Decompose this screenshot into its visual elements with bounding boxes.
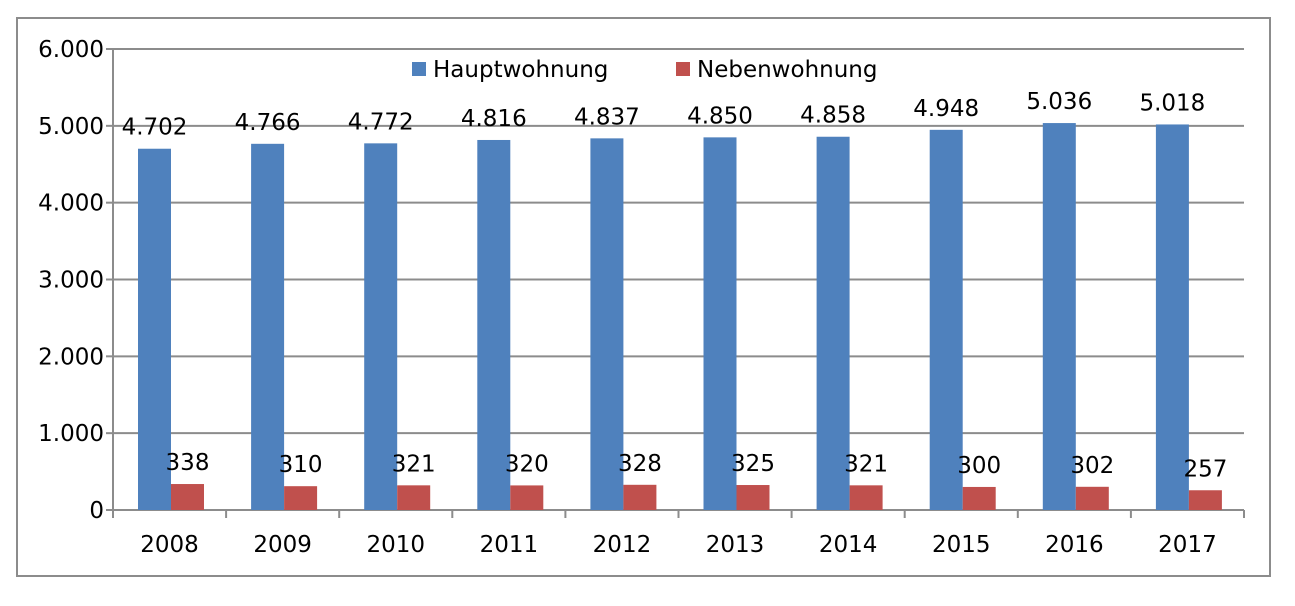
- bar-nebenwohnung: [623, 484, 657, 510]
- data-label-hauptwohnung: 4.850: [687, 103, 753, 129]
- bar-nebenwohnung: [1188, 490, 1222, 510]
- bar-hauptwohnung: [929, 129, 963, 510]
- x-tick-label: 2013: [706, 532, 765, 558]
- data-label-hauptwohnung: 4.766: [235, 110, 301, 136]
- legend-label-hauptwohnung: Hauptwohnung: [433, 57, 608, 83]
- y-tick-label: 6.000: [38, 37, 104, 63]
- data-label-hauptwohnung: 4.816: [461, 106, 527, 132]
- y-tick-label: 5.000: [38, 114, 104, 140]
- bar-hauptwohnung: [251, 143, 285, 511]
- legend-swatch-hauptwohnung: [412, 62, 426, 76]
- bar-hauptwohnung: [1042, 123, 1076, 511]
- x-tick-label: 2011: [480, 532, 539, 558]
- x-tick-label: 2010: [366, 532, 425, 558]
- data-label-hauptwohnung: 4.858: [800, 103, 866, 129]
- bar-hauptwohnung: [816, 136, 850, 511]
- x-tick-label: 2008: [140, 532, 199, 558]
- axes: 0 1.000 2.000 3.000 4.000 5.000 6.000 2008 2009 2…: [38, 37, 1245, 558]
- bar-nebenwohnung: [962, 486, 996, 510]
- data-label-nebenwohnung: 320: [505, 451, 549, 477]
- data-label-nebenwohnung: 310: [279, 452, 323, 478]
- data-label-nebenwohnung: 321: [844, 451, 888, 477]
- data-label-nebenwohnung: 300: [957, 453, 1001, 479]
- x-tick-label: 2014: [819, 532, 878, 558]
- y-tick-label: 2.000: [38, 344, 104, 370]
- bar-nebenwohnung: [736, 485, 770, 510]
- bar-nebenwohnung: [284, 486, 318, 510]
- data-labels: 4.702 338 4.766 310 4.772 321 4.816 320 4.837 328…: [122, 89, 1228, 482]
- x-tick-label: 2015: [932, 532, 991, 558]
- x-tick-label: 2009: [253, 532, 312, 558]
- y-tick-label: 4.000: [38, 191, 104, 217]
- bar-nebenwohnung: [171, 484, 204, 510]
- bars: [138, 123, 1222, 511]
- data-label-nebenwohnung: 325: [731, 451, 775, 477]
- bar-hauptwohnung: [138, 148, 171, 510]
- legend: Hauptwohnung Nebenwohnung: [412, 57, 877, 83]
- bar-hauptwohnung: [1155, 124, 1189, 511]
- bar-nebenwohnung: [510, 485, 544, 510]
- legend-label-nebenwohnung: Nebenwohnung: [697, 57, 877, 83]
- bar-hauptwohnung: [364, 143, 398, 511]
- y-tick-label: 3.000: [38, 268, 104, 294]
- data-label-hauptwohnung: 4.948: [913, 96, 979, 122]
- data-label-nebenwohnung: 302: [1070, 453, 1114, 479]
- bar-hauptwohnung: [477, 139, 511, 510]
- data-label-hauptwohnung: 4.702: [122, 115, 188, 141]
- data-label-hauptwohnung: 4.772: [348, 109, 414, 135]
- data-label-hauptwohnung: 5.036: [1026, 89, 1092, 115]
- bar-hauptwohnung: [703, 137, 737, 510]
- bar-nebenwohnung: [1075, 486, 1109, 510]
- x-tick-label: 2012: [593, 532, 652, 558]
- bar-hauptwohnung: [590, 138, 624, 510]
- data-label-hauptwohnung: 4.837: [574, 104, 640, 130]
- y-tick-label: 0: [89, 498, 104, 524]
- legend-swatch-nebenwohnung: [676, 62, 690, 76]
- data-label-nebenwohnung: 257: [1183, 456, 1227, 482]
- x-tick-label: 2017: [1158, 532, 1217, 558]
- data-label-nebenwohnung: 321: [392, 451, 436, 477]
- data-label-nebenwohnung: 338: [166, 450, 210, 476]
- x-tick-label: 2016: [1045, 532, 1104, 558]
- bar-nebenwohnung: [397, 485, 431, 510]
- y-tick-label: 1.000: [38, 421, 104, 447]
- data-label-nebenwohnung: 328: [618, 451, 662, 477]
- data-label-hauptwohnung: 5.018: [1139, 90, 1205, 116]
- bar-nebenwohnung: [849, 485, 883, 510]
